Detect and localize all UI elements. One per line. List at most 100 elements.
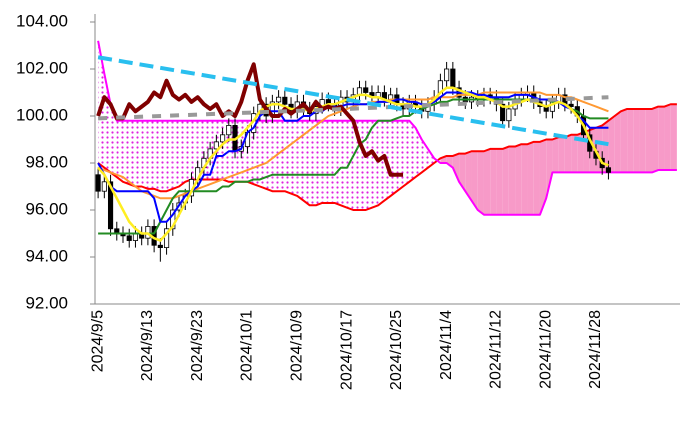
x-tick-label: 2024/9/13	[139, 310, 156, 381]
cloud-fill	[396, 120, 404, 192]
candle-body	[450, 68, 456, 89]
indicator-line	[97, 91, 609, 200]
cloud-fill	[334, 120, 341, 206]
cloud-fill	[154, 120, 161, 192]
cloud-fill	[266, 120, 273, 192]
candle-body	[506, 108, 512, 122]
cloud-fill	[459, 153, 466, 192]
y-tick-label: 92.00	[25, 293, 68, 312]
candle-body	[226, 125, 232, 136]
cloud-fill	[278, 120, 285, 192]
cloud-fill	[172, 120, 180, 189]
trend-line	[97, 55, 609, 147]
cloud-fill	[409, 120, 416, 182]
cloud-fill	[539, 139, 547, 215]
cloud-fill	[658, 106, 665, 171]
cloud-fill	[191, 120, 198, 180]
cloud-fill	[110, 104, 117, 178]
cloud-fill	[297, 120, 304, 201]
cloud-fill	[259, 120, 267, 189]
y-tick-label: 100.00	[16, 105, 68, 124]
cloud-fill	[558, 137, 565, 173]
cloud-fill	[521, 144, 528, 215]
cloud-fill	[627, 108, 634, 173]
cloud-fill	[315, 120, 323, 206]
cloud-fill	[303, 120, 310, 206]
cloud-fill	[160, 120, 167, 192]
cloud-fill	[371, 120, 379, 208]
cloud-fill	[135, 120, 142, 187]
candle-body	[276, 96, 282, 103]
candle-body	[163, 228, 170, 249]
candle-body	[157, 244, 163, 248]
candle-body	[132, 233, 139, 241]
candle-body	[95, 174, 101, 192]
x-tick-label: 2024/11/28	[587, 310, 604, 389]
cloud-fill	[123, 120, 130, 185]
x-tick-label: 2024/10/17	[338, 310, 355, 390]
candle-body	[101, 181, 107, 192]
cloud-fill	[651, 106, 659, 173]
x-tick-label: 2024/9/5	[89, 310, 106, 372]
cloud-fill	[664, 104, 671, 171]
x-tick-label: 2024/11/4	[438, 310, 455, 380]
cloud-fill	[577, 132, 584, 173]
cloud-fill	[147, 120, 155, 189]
candle-body	[363, 87, 369, 93]
cloud-fill	[291, 120, 298, 196]
cloud-fill	[253, 120, 260, 187]
y-tick-label: 104.00	[16, 11, 68, 30]
cloud-fill	[608, 116, 615, 173]
cloud-fill	[483, 148, 491, 215]
cloud-fill	[284, 120, 292, 194]
cloud-fill	[452, 153, 460, 182]
cloud-fill	[508, 146, 516, 215]
cloud-fill	[415, 127, 422, 178]
cloud-fill	[639, 108, 646, 173]
cloud-fill	[440, 155, 447, 163]
x-tick-label: 2024/11/20	[537, 310, 554, 389]
cloud-fill	[552, 137, 559, 173]
cloud-fill	[378, 120, 385, 206]
cloud-fill	[129, 120, 136, 187]
candle-body	[170, 209, 176, 230]
candle-body	[107, 181, 114, 230]
indicator-line	[97, 86, 609, 242]
indicator-line	[98, 98, 609, 235]
indicator-line	[96, 62, 404, 177]
cloud-fill	[179, 120, 186, 187]
cloud-fill	[546, 139, 553, 199]
cloud-fill	[614, 111, 621, 173]
candle-body	[282, 96, 288, 105]
cloud-fill	[328, 120, 335, 203]
cloud-fill	[185, 120, 192, 182]
span-a-line	[97, 103, 677, 211]
cloud-fill	[390, 120, 397, 196]
candle-body	[500, 103, 506, 122]
cloud-fill	[533, 141, 540, 215]
cloud-fill	[496, 148, 503, 215]
cloud-fill	[477, 151, 484, 215]
cloud-fill	[490, 148, 497, 215]
candle-body	[605, 167, 612, 173]
y-tick-label: 102.00	[16, 58, 68, 77]
x-tick-label: 2024/11/12	[488, 310, 505, 389]
cloud-fill	[340, 120, 348, 208]
candle-body	[568, 103, 574, 107]
cloud-fill	[564, 134, 572, 173]
cloud-fill	[633, 108, 640, 173]
cloud-fill	[347, 120, 354, 210]
x-tick-label: 2024/10/1	[239, 310, 256, 381]
cloud-fill	[322, 120, 329, 203]
cloud-fill	[645, 108, 652, 173]
cloud-fill	[527, 141, 534, 215]
cloud-fill	[359, 120, 366, 210]
cloud-fill	[515, 144, 522, 215]
indicator-line	[97, 91, 609, 223]
y-tick-label: 98.00	[25, 152, 68, 171]
cloud-fill	[141, 120, 148, 189]
cloud-fill	[365, 120, 372, 210]
cloud-fill	[471, 151, 478, 210]
y-tick-label: 96.00	[25, 199, 68, 218]
